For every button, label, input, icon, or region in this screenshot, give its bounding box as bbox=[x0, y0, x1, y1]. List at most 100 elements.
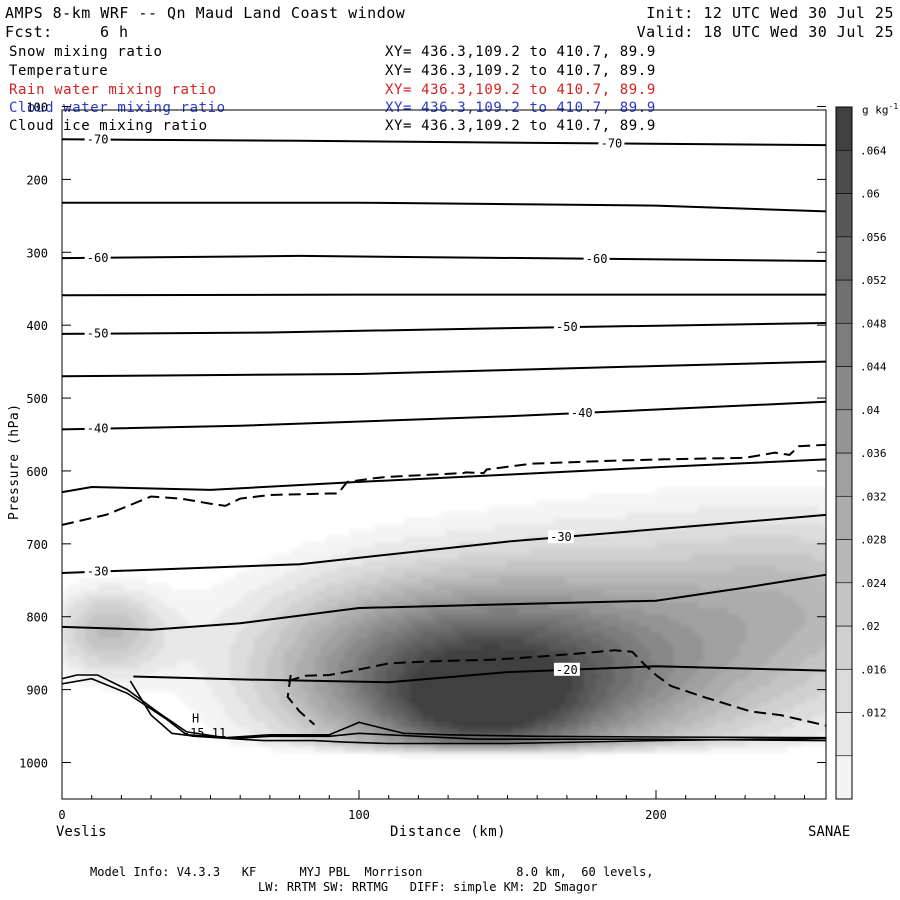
pressure-center-label: H bbox=[192, 711, 199, 725]
cloud-ice-contour bbox=[287, 649, 826, 727]
end-location-label: SANAE bbox=[808, 824, 851, 840]
colorbar-tick-label: .012 bbox=[860, 707, 887, 720]
colorbar-swatch bbox=[835, 279, 853, 324]
colorbar-tick-label: .056 bbox=[860, 231, 887, 244]
terrain-contour bbox=[129, 680, 826, 745]
isotherm-line bbox=[133, 665, 826, 684]
colorbar-tick-label: .052 bbox=[860, 274, 887, 287]
cloud-ice-contour bbox=[286, 674, 316, 726]
x-tick-label: 0 bbox=[58, 808, 65, 822]
isotherm-line bbox=[62, 360, 826, 378]
x-tick-label: 100 bbox=[348, 808, 370, 822]
colorbar-frame bbox=[835, 106, 853, 800]
forecast-label: Fcst: bbox=[5, 23, 53, 41]
y-tick-label: 600 bbox=[26, 465, 48, 479]
x-tick-label: 200 bbox=[645, 808, 667, 822]
model-info-line2: LW: RRTM SW: RRTMG DIFF: simple KM: 2D S… bbox=[258, 880, 598, 894]
isotherm-label: -70 bbox=[601, 137, 623, 151]
plot-frame bbox=[61, 109, 827, 800]
field-snow: Snow mixing ratio bbox=[9, 44, 163, 60]
field-rain-xy: XY= 436.3,109.2 to 410.7, 89.9 bbox=[385, 82, 656, 98]
model-info-line1: Model Info: V4.3.3 KF MYJ PBL Morrison 8… bbox=[90, 865, 654, 879]
isotherm-label-bg bbox=[84, 326, 111, 340]
isotherm-label: -30 bbox=[87, 565, 109, 579]
isotherm-line bbox=[62, 293, 826, 297]
y-tick-label: 700 bbox=[26, 538, 48, 552]
field-cloud-water-xy: XY= 436.3,109.2 to 410.7, 89.9 bbox=[385, 100, 656, 116]
start-location-label: Veslis bbox=[56, 824, 107, 840]
field-cloud-ice: Cloud ice mixing ratio bbox=[9, 118, 208, 134]
colorbar-swatch bbox=[835, 755, 853, 800]
isotherm-line bbox=[62, 513, 826, 574]
y-tick-label: 200 bbox=[26, 173, 48, 187]
pressure-center-label: -15.11 bbox=[183, 726, 226, 740]
colorbar-swatch bbox=[835, 539, 853, 584]
init-time: Init: 12 UTC Wed 30 Jul 25 bbox=[646, 4, 894, 22]
isotherm-label: -40 bbox=[87, 422, 109, 436]
colorbar-tick-label: .024 bbox=[860, 577, 887, 590]
terrain-contour bbox=[62, 674, 826, 739]
y-tick-label: 100 bbox=[26, 101, 48, 115]
y-tick-label: 800 bbox=[26, 611, 48, 625]
colorbar-swatch bbox=[835, 625, 853, 670]
axes: 100 200 300 400 500 600 700 800 900 1000 0 100 200 bbox=[19, 101, 827, 822]
colorbar-swatch bbox=[835, 409, 853, 454]
isotherm-label-bg bbox=[553, 662, 580, 676]
terrain-contour bbox=[62, 677, 826, 742]
isotherm-label: -20 bbox=[556, 663, 578, 677]
y-tick-label: 300 bbox=[26, 246, 48, 260]
isotherm-label: -60 bbox=[87, 251, 109, 265]
colorbar-swatch bbox=[835, 106, 853, 151]
colorbar-swatch bbox=[835, 236, 853, 281]
colorbar: .064 .06 .056 .052 .048 .044 .04 .036 .032 .028 .0… bbox=[835, 106, 887, 800]
colorbar-swatch bbox=[835, 668, 853, 713]
isotherm-line bbox=[62, 322, 826, 335]
field-cloud-water: Cloud water mixing ratio bbox=[9, 100, 226, 116]
colorbar-tick-label: .032 bbox=[860, 490, 887, 503]
isotherm-label: -50 bbox=[556, 320, 578, 334]
y-tick-label: 1000 bbox=[19, 757, 48, 771]
isotherm-label-bg bbox=[84, 132, 111, 146]
isotherm-line bbox=[62, 138, 826, 147]
isotherm-label-bg bbox=[84, 421, 111, 435]
isotherm-label-bg bbox=[568, 405, 595, 419]
valid-time: Valid: 18 UTC Wed 30 Jul 25 bbox=[636, 23, 894, 41]
field-temperature: Temperature bbox=[9, 63, 109, 79]
isotherm-label-bg bbox=[547, 530, 574, 544]
colorbar-swatch bbox=[835, 582, 853, 627]
colorbar-tick-label: .04 bbox=[860, 404, 880, 417]
isotherm-label: -60 bbox=[586, 252, 608, 266]
isotherm-label-bg bbox=[84, 564, 111, 578]
colorbar-swatch bbox=[835, 495, 853, 540]
colorbar-swatch bbox=[835, 149, 853, 194]
cloud-ice-contour bbox=[62, 443, 826, 526]
colorbar-tick-label: .044 bbox=[860, 361, 887, 374]
field-snow-xy: XY= 436.3,109.2 to 410.7, 89.9 bbox=[385, 44, 656, 60]
contour-lines: -70 -70 -60 -60 -50 -50 -40 -40 -30 -30 -20 H-15.11 bbox=[62, 132, 826, 745]
isotherm-label-bg bbox=[583, 251, 610, 265]
colorbar-swatch bbox=[835, 193, 853, 238]
isotherm-label-bg bbox=[553, 320, 580, 334]
colorbar-tick-label: .048 bbox=[860, 317, 887, 330]
colorbar-tick-label: .064 bbox=[860, 144, 887, 157]
forecast-hours: 6 h bbox=[100, 23, 129, 41]
isotherm-label-bg bbox=[84, 250, 111, 264]
chart-title: AMPS 8-km WRF -- Qn Maud Land Coast wind… bbox=[5, 4, 406, 22]
colorbar-tick-label: .028 bbox=[860, 534, 887, 547]
colorbar-unit: g kg-1 bbox=[862, 102, 899, 117]
x-axis-title: Distance (km) bbox=[390, 824, 507, 840]
snow-mixing-ratio-shading bbox=[62, 488, 826, 759]
isotherm-label: -50 bbox=[87, 327, 109, 341]
colorbar-tick-label: .016 bbox=[860, 663, 887, 676]
y-tick-label: 900 bbox=[26, 684, 48, 698]
field-temperature-xy: XY= 436.3,109.2 to 410.7, 89.9 bbox=[385, 63, 656, 79]
colorbar-swatch bbox=[835, 366, 853, 411]
colorbar-swatch bbox=[835, 452, 853, 497]
isotherm-line bbox=[62, 573, 826, 631]
y-tick-label: 500 bbox=[26, 392, 48, 406]
colorbar-tick-label: .02 bbox=[860, 620, 880, 633]
isotherm-line bbox=[62, 400, 826, 431]
isotherm-label-bg bbox=[598, 136, 625, 150]
y-tick-label: 400 bbox=[26, 319, 48, 333]
